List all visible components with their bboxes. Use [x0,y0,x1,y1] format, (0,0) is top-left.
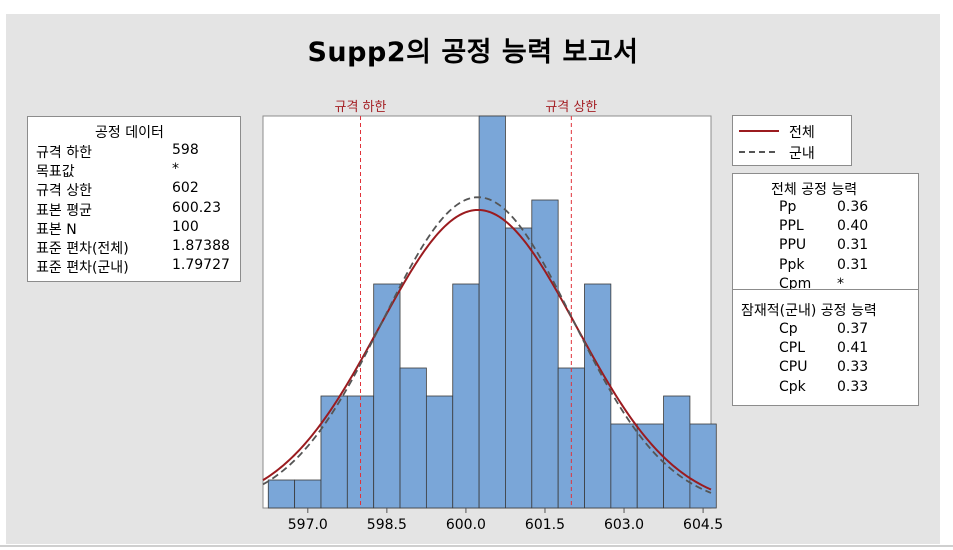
row-label: 표본 평균 [36,202,92,219]
x-tick-label: 603.0 [604,517,644,533]
row-label: PPU [779,237,807,254]
histogram-bar [689,423,717,509]
histogram-bar [663,395,691,509]
histogram-bar [294,479,322,509]
row-label: CPL [779,340,806,357]
row-value: 1.87388 [172,238,230,254]
x-tick-label: 600.0 [446,517,486,533]
legend-box: 전체 군내 [732,115,852,166]
x-tick-label: 601.5 [525,517,565,533]
histogram-bar [452,283,480,509]
x-tick-label: 597.0 [288,517,328,533]
row-value: 100 [172,218,199,235]
row-value: 0.36 [837,199,869,215]
row-value: 600.23 [172,199,221,216]
lsl-label: 규격 하한 [334,100,387,115]
histogram-bar [373,283,401,509]
legend-label-overall: 전체 [789,125,815,141]
report-title: Supp2의 공정 능력 보고서 [307,37,639,68]
row-label: Ppk [779,256,805,273]
histogram-bar [531,199,559,509]
row-value: * [837,275,844,292]
x-tick-label: 598.5 [367,517,407,533]
potential-capability-heading: 잠재적(군내) 공정 능력 [741,303,877,319]
x-tick-label: 604.5 [683,517,723,533]
row-value: 0.41 [837,340,869,357]
row-label: 표준 편차(군내) [36,260,129,277]
row-value: 0.33 [837,359,869,376]
row-label: 표본 N [36,221,77,238]
overall-capability-heading: 전체 공정 능력 [771,182,858,198]
row-value: 0.40 [837,218,869,235]
usl-label: 규격 상한 [545,100,598,115]
row-label: Cp [779,321,798,337]
histogram-bar [478,115,506,509]
histogram-bar [610,423,638,509]
fit-curve-overall [262,208,712,491]
row-value: 0.31 [837,256,869,273]
row-value: 602 [172,180,199,197]
overall-capability-box: 전체 공정 능력 Pp 0.36 PPL 0.40 PPU 0.31 Ppk 0.31 Cpm * [732,173,919,292]
row-label: PPL [779,218,804,235]
row-label: 목표값 [36,164,75,181]
histogram-bar [320,395,348,509]
row-value: 0.31 [837,237,869,254]
row-label: 표준 편차(전체) [36,241,129,257]
row-value: 0.37 [837,321,869,337]
histogram-bar [425,395,454,509]
process-data-heading: 공정 데이터 [95,125,164,141]
row-value: 0.33 [837,378,869,395]
potential-capability-box: 잠재적(군내) 공정 능력 Cp 0.37 CPL 0.41 CPU 0.33 Cpk 0.3… [732,289,919,406]
row-label: CPU [779,359,808,376]
row-label: Cpm [779,275,812,292]
row-value: 1.79727 [172,257,230,274]
row-value: * [172,161,179,178]
row-label: Pp [779,199,797,215]
legend-swatches [739,130,779,153]
row-label: Cpk [779,378,806,395]
legend-label-within: 군내 [789,146,815,162]
row-value: 598 [172,142,199,158]
fit-curve-within [262,196,712,494]
process-data-box: 공정 데이터 규격 하한 598 목표값 * 규격 상한 602 표본 평균 600.23 표본… [27,116,241,282]
row-label: 규격 하한 [36,145,92,161]
row-label: 규격 상한 [36,183,92,200]
histogram-bar [399,367,427,509]
histogram-bar [584,283,612,509]
bottom-divider [0,545,953,547]
histogram-bar [505,227,533,509]
histogram-bar [267,479,296,509]
